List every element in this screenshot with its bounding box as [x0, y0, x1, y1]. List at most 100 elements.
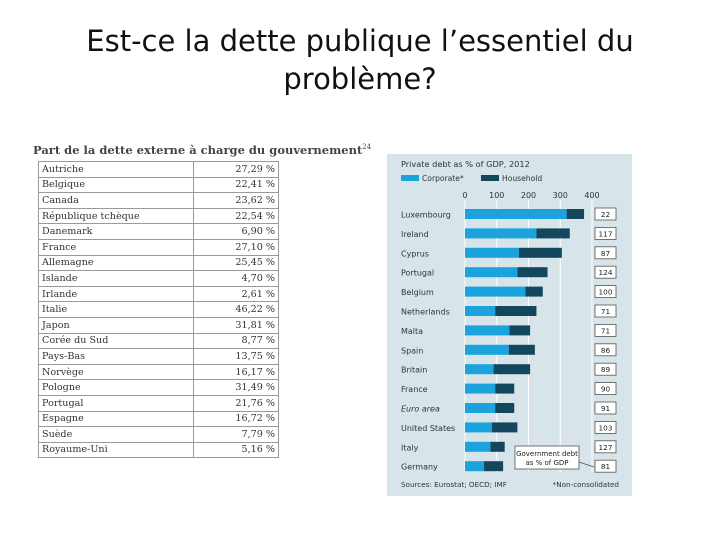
country-cell: Belgique: [38, 176, 194, 194]
government-debt-value: 81: [601, 462, 610, 471]
country-cell: Danemark: [38, 223, 194, 240]
country-cell: Portugal: [38, 394, 194, 412]
share-value-cell: 27,10 %: [192, 238, 280, 256]
household-bar: [509, 325, 531, 336]
government-debt-box: [594, 285, 617, 299]
household-bar: [495, 403, 515, 413]
country-cell: Allemagne: [38, 254, 194, 272]
household-bar: [536, 228, 570, 239]
category-label: Ireland: [401, 230, 429, 239]
corporate-bar: [465, 403, 496, 413]
share-value-cell: 22,54 %: [192, 207, 280, 225]
household-bar: [525, 286, 543, 297]
debt-share-table: Autriche 27,29 % Belgique 22,41 % Canada 23,6…: [38, 161, 280, 459]
category-label: United States: [401, 424, 455, 433]
category-label: Netherlands: [401, 308, 450, 317]
government-debt-value: 117: [599, 229, 613, 238]
government-debt-value: 127: [599, 443, 613, 452]
table-caption-footnote: 24: [362, 143, 372, 152]
country-cell: Canada: [38, 192, 194, 209]
household-bar: [517, 267, 548, 278]
corporate-bar: [465, 383, 496, 394]
country-cell: Italie: [38, 301, 194, 318]
government-debt-annotation-pointer: [578, 461, 595, 468]
country-cell: Irlande: [38, 285, 194, 303]
chart-title: Private debt as % of GDP, 2012: [401, 159, 530, 169]
x-tick-label: 400: [584, 191, 599, 200]
corporate-bar: [465, 306, 496, 316]
table-row: Autriche 27,29 %: [38, 161, 280, 178]
category-label: Britain: [401, 366, 427, 375]
government-debt-annotation-line1: Government debt: [516, 450, 578, 458]
country-cell: Pays-Bas: [38, 348, 194, 365]
table-row: Portugal 21,76 %: [38, 394, 280, 412]
government-debt-value: 89: [601, 365, 611, 374]
category-label: France: [401, 385, 428, 394]
household-bar: [490, 441, 505, 452]
share-value-cell: 8,77 %: [192, 332, 280, 350]
country-cell: Norvège: [38, 363, 194, 381]
corporate-bar: [465, 267, 518, 278]
country-cell: Royaume-Uni: [38, 441, 194, 459]
government-debt-box: [594, 362, 617, 376]
government-debt-value: 124: [599, 268, 613, 277]
household-bar: [518, 247, 562, 258]
legend-swatch: [401, 175, 419, 181]
table-row: Espagne 16,72 %: [38, 410, 280, 428]
share-value-cell: 22,41 %: [192, 176, 280, 194]
category-label: Italy: [401, 443, 419, 452]
legend-label: Household: [502, 174, 542, 183]
government-debt-annotation-line2: as % of GDP: [525, 459, 568, 467]
country-cell: Japon: [38, 316, 194, 334]
category-label: Spain: [401, 346, 423, 355]
country-cell: France: [38, 238, 194, 256]
government-debt-box: [594, 246, 617, 260]
category-label: Germany: [401, 463, 438, 472]
table-caption: Part de la dette externe à charge du gou…: [32, 140, 371, 161]
legend-label: Corporate*: [422, 174, 464, 183]
category-label: Euro area: [401, 405, 440, 414]
government-debt-box: [594, 323, 617, 337]
table-row: Pologne 31,49 %: [38, 379, 280, 396]
chart-source: Sources: Eurostat; OECD; IMF: [401, 480, 507, 489]
corporate-bar: [465, 422, 492, 433]
share-value-cell: 27,29 %: [192, 161, 280, 178]
household-bar: [566, 209, 585, 219]
share-value-cell: 16,17 %: [192, 363, 280, 381]
table-row: Canada 23,62 %: [38, 192, 280, 209]
table-row: Belgique 22,41 %: [38, 176, 280, 194]
table-row: Japon 31,81 %: [38, 316, 280, 334]
government-debt-box: [594, 343, 617, 357]
corporate-bar: [465, 228, 537, 239]
government-debt-annotation-box: [514, 445, 580, 470]
table-caption-text: Part de la dette externe à charge du gou…: [33, 143, 363, 157]
category-label: Cyprus: [401, 249, 429, 258]
government-debt-box: [594, 459, 617, 473]
country-cell: Autriche: [38, 161, 194, 178]
category-label: Portugal: [401, 269, 434, 278]
country-cell: République tchèque: [38, 207, 194, 225]
government-debt-value: 100: [599, 288, 613, 297]
corporate-bar: [465, 286, 526, 297]
household-bar: [495, 306, 537, 316]
table-row: Corée du Sud 8,77 %: [38, 332, 280, 350]
table-row: France 27,10 %: [38, 238, 280, 256]
corporate-bar: [465, 461, 485, 472]
country-cell: Pologne: [38, 379, 194, 396]
government-debt-box: [594, 382, 617, 396]
slide-title: Est-ce la dette publique l’essentiel du …: [86, 24, 634, 96]
private-debt-chart: Private debt as % of GDP, 2012 Corporate*…: [401, 159, 619, 489]
x-tick-label: 300: [553, 191, 568, 200]
table-row: Pays-Bas 13,75 %: [38, 348, 280, 365]
government-debt-box: [594, 304, 617, 318]
corporate-bar: [465, 325, 510, 336]
government-debt-box: [594, 420, 617, 434]
share-value-cell: 13,75 %: [192, 348, 280, 365]
country-cell: Suède: [38, 426, 194, 443]
country-cell: Espagne: [38, 410, 194, 428]
share-value-cell: 4,70 %: [192, 270, 280, 287]
government-debt-box: [594, 440, 617, 454]
table-row: Norvège 16,17 %: [38, 363, 280, 381]
table-row: République tchèque 22,54 %: [38, 207, 280, 225]
government-debt-value: 87: [601, 249, 611, 258]
